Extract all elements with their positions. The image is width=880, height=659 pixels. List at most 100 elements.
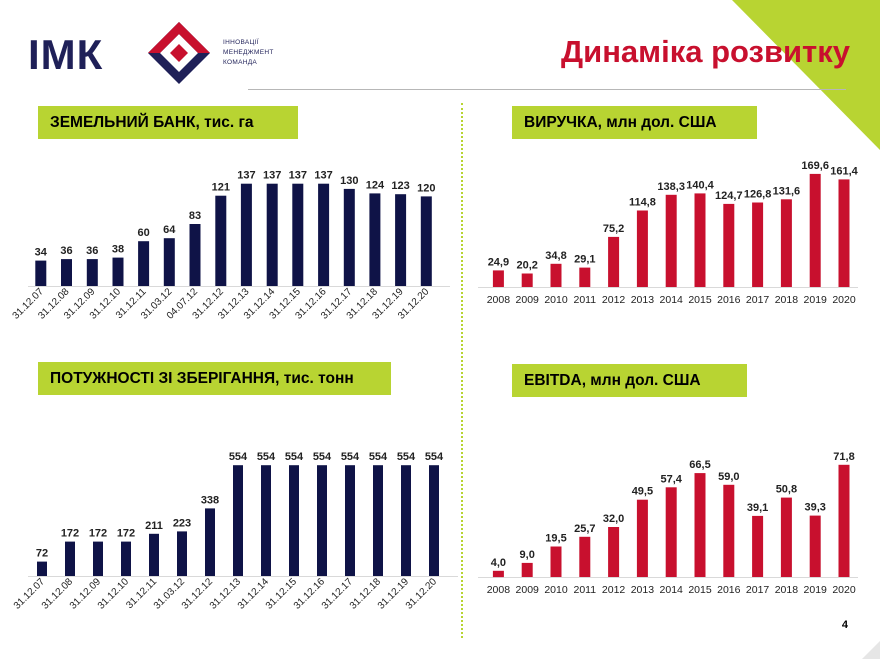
storage-capacity-label: ПОТУЖНОСТІ ЗІ ЗБЕРІГАННЯ, тис. тонн xyxy=(38,362,391,395)
data-label: 50,8 xyxy=(776,484,797,496)
data-label: 72 xyxy=(36,548,48,560)
ebitda-chart: 4,0 2008 9,0 2009 19,5 2010 25,7 2011 32,0 2012 49… xyxy=(478,451,858,596)
bar xyxy=(205,508,215,576)
x-tick-label: 2014 xyxy=(660,294,684,306)
data-label: 211 xyxy=(145,520,163,532)
data-label: 161,4 xyxy=(830,165,858,177)
data-label: 29,1 xyxy=(574,254,595,266)
bar xyxy=(121,541,131,576)
data-label: 36 xyxy=(60,245,72,257)
bar xyxy=(318,183,330,286)
data-label: 114,8 xyxy=(629,197,656,209)
data-label: 554 xyxy=(257,451,276,463)
bar xyxy=(809,173,821,287)
data-label: 554 xyxy=(229,451,248,463)
bar xyxy=(579,267,591,287)
x-tick-label: 2018 xyxy=(775,294,799,306)
x-tick-label: 2009 xyxy=(516,584,540,596)
bar xyxy=(61,259,72,286)
x-tick-label: 2015 xyxy=(688,294,712,306)
company-logo: ІМК ІННОВАЦІЇ МЕНЕДЖМЕНТ КОМАНДА xyxy=(28,18,278,88)
bar xyxy=(261,465,271,576)
data-label: 554 xyxy=(369,451,388,463)
bar xyxy=(723,484,735,577)
bar xyxy=(838,179,850,287)
data-label: 83 xyxy=(189,210,201,222)
bar xyxy=(317,465,327,576)
data-label: 137 xyxy=(237,170,255,182)
data-label: 126,8 xyxy=(744,189,772,201)
x-tick-label: 2008 xyxy=(487,584,511,596)
x-tick-label: 2017 xyxy=(746,294,770,306)
data-label: 19,5 xyxy=(545,533,566,545)
data-label: 554 xyxy=(397,451,416,463)
logo-wordmark: ІМК xyxy=(28,31,104,78)
x-tick-label: 2015 xyxy=(688,584,712,596)
data-label: 34,8 xyxy=(545,250,566,262)
x-tick-label: 31.12.20 xyxy=(404,576,440,612)
bar xyxy=(215,195,227,286)
data-label: 554 xyxy=(425,451,444,463)
data-label: 120 xyxy=(417,182,435,194)
data-label: 554 xyxy=(285,451,304,463)
bar xyxy=(694,193,706,287)
data-label: 9,0 xyxy=(520,549,535,561)
data-label: 34 xyxy=(35,247,48,259)
x-tick-label: 2020 xyxy=(832,294,856,306)
land-bank-label: ЗЕМЕЛЬНИЙ БАНК, тис. га xyxy=(38,106,298,139)
revenue-label: ВИРУЧКА, млн дол. США xyxy=(512,106,757,139)
data-label: 140,4 xyxy=(686,179,714,191)
x-tick-label: 2016 xyxy=(717,584,741,596)
data-label: 36 xyxy=(86,245,98,257)
bar xyxy=(521,562,533,577)
bar xyxy=(550,546,562,577)
ebitda-label: EBITDA, млн дол. США xyxy=(512,364,747,397)
x-tick-label: 2010 xyxy=(544,294,568,306)
x-tick-label: 2020 xyxy=(832,584,856,596)
bar xyxy=(233,465,243,576)
data-label: 554 xyxy=(341,451,360,463)
data-label: 138,3 xyxy=(657,181,685,193)
data-label: 4,0 xyxy=(491,557,506,569)
bar xyxy=(138,241,150,286)
data-label: 71,8 xyxy=(833,451,854,463)
bar xyxy=(112,257,124,286)
bar xyxy=(429,465,439,576)
data-label: 75,2 xyxy=(603,223,624,235)
data-label: 137 xyxy=(314,170,332,182)
logo-diamond-icon xyxy=(148,22,210,84)
x-tick-label: 2008 xyxy=(487,294,511,306)
logo-tagline: ІННОВАЦІЇ МЕНЕДЖМЕНТ КОМАНДА xyxy=(223,38,274,68)
x-tick-label: 2011 xyxy=(574,584,597,596)
x-tick-label: 2013 xyxy=(631,294,655,306)
corner-accent-bottom-right xyxy=(862,641,880,659)
logo-tagline-line: КОМАНДА xyxy=(223,59,258,66)
bar xyxy=(420,196,432,286)
x-tick-label: 2019 xyxy=(804,294,828,306)
bar xyxy=(240,183,252,286)
data-label: 57,4 xyxy=(660,473,682,485)
data-label: 124 xyxy=(366,179,385,191)
bar xyxy=(266,183,278,286)
data-label: 172 xyxy=(61,528,79,540)
data-label: 338 xyxy=(201,494,219,506)
data-label: 24,9 xyxy=(488,256,509,268)
bar xyxy=(65,541,75,576)
bar xyxy=(35,260,47,286)
x-tick-label: 2010 xyxy=(544,584,568,596)
bar xyxy=(636,210,648,287)
data-label: 554 xyxy=(313,451,332,463)
bar xyxy=(177,531,187,576)
bar xyxy=(373,465,383,576)
data-label: 137 xyxy=(263,170,281,182)
page-title: Динаміка розвитку xyxy=(561,34,850,69)
data-label: 223 xyxy=(173,517,191,529)
bar xyxy=(752,202,764,287)
x-tick-label: 2009 xyxy=(516,294,540,306)
bar xyxy=(292,183,304,286)
data-label: 38 xyxy=(112,244,124,256)
bar xyxy=(579,536,591,577)
bar xyxy=(752,515,764,577)
logo-tagline-line: МЕНЕДЖМЕНТ xyxy=(223,49,274,56)
data-label: 39,3 xyxy=(804,502,825,514)
